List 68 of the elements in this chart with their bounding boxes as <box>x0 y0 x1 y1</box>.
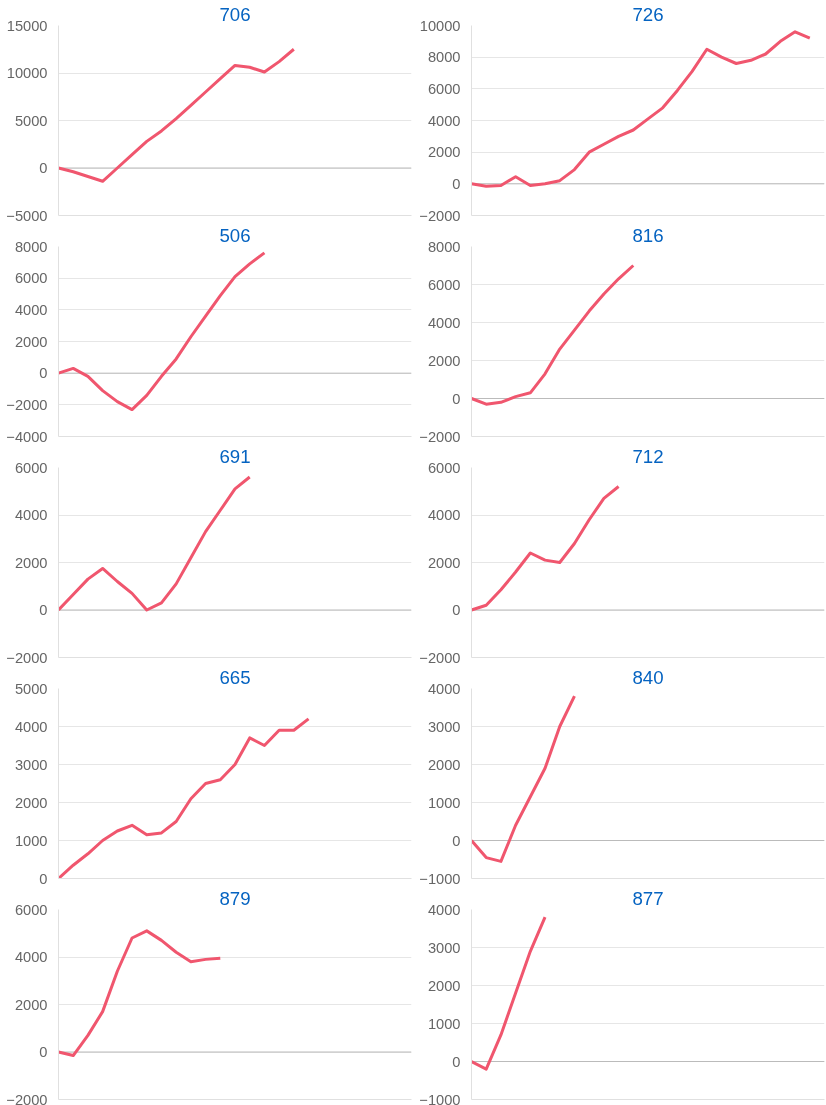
y-tick-label: 3000 <box>14 756 48 773</box>
y-tick-label: −1000 <box>419 870 461 887</box>
y-tick-label: 4000 <box>14 301 48 318</box>
y-tick-label: 3000 <box>427 718 461 735</box>
y-tick-label: 2000 <box>427 352 461 369</box>
y-tick-label: 1000 <box>427 1015 461 1032</box>
chart-title: 691 <box>219 445 251 467</box>
y-tick-label: 0 <box>452 832 461 849</box>
y-tick-label: 15000 <box>6 17 48 34</box>
y-tick-label: 4000 <box>427 901 461 918</box>
y-tick-label: 2000 <box>427 977 461 994</box>
y-tick-label: 0 <box>452 390 461 407</box>
y-tick-label: 4000 <box>14 507 48 523</box>
y-tick-label: −2000 <box>419 428 461 445</box>
y-tick-label: −2000 <box>6 1091 48 1105</box>
chart-title: 816 <box>632 224 664 246</box>
y-tick-label: 5000 <box>14 112 48 129</box>
chart-title: 879 <box>219 887 251 909</box>
y-tick-label: 5000 <box>14 680 48 697</box>
y-tick-label: 0 <box>452 602 461 618</box>
y-tick-label: 4000 <box>427 314 461 331</box>
y-tick-label: 2000 <box>427 144 461 161</box>
y-tick-label: 8000 <box>427 49 461 66</box>
y-tick-label: 1000 <box>14 832 48 849</box>
y-tick-label: 2000 <box>14 794 48 811</box>
y-tick-label: 6000 <box>427 459 461 476</box>
y-tick-label: −4000 <box>6 428 48 445</box>
y-tick-label: 8000 <box>14 238 48 255</box>
y-tick-label: 0 <box>39 870 48 887</box>
y-tick-label: 4000 <box>427 680 461 697</box>
y-tick-label: 4000 <box>427 507 461 523</box>
y-tick-label: 6000 <box>14 901 48 918</box>
y-tick-label: −2000 <box>6 396 48 413</box>
y-tick-label: 0 <box>39 160 48 176</box>
chart-title: 506 <box>219 224 251 246</box>
chart-title: 726 <box>632 3 664 25</box>
y-tick-label: 0 <box>452 1053 461 1070</box>
y-tick-label: 0 <box>452 175 461 192</box>
y-tick-label: 0 <box>39 365 48 382</box>
y-tick-label: 6000 <box>14 270 48 287</box>
chart-title: 706 <box>219 3 251 25</box>
chart-title: 877 <box>632 887 664 909</box>
y-tick-label: −5000 <box>6 207 48 224</box>
y-tick-label: 2000 <box>14 554 48 571</box>
y-tick-label: 10000 <box>6 65 48 81</box>
y-tick-label: 2000 <box>14 996 48 1013</box>
y-tick-label: 6000 <box>427 276 461 293</box>
y-tick-label: 4000 <box>14 718 48 735</box>
y-tick-label: 2000 <box>427 756 461 773</box>
y-tick-label: 3000 <box>427 939 461 956</box>
y-tick-label: 0 <box>39 1044 48 1060</box>
y-tick-label: 1000 <box>427 794 461 811</box>
chart-title: 665 <box>219 666 251 688</box>
y-tick-label: 2000 <box>14 333 48 350</box>
y-tick-label: 4000 <box>14 949 48 965</box>
y-tick-label: 10000 <box>419 17 461 34</box>
y-tick-label: −2000 <box>419 207 461 224</box>
y-tick-label: 0 <box>39 602 48 618</box>
y-tick-label: 8000 <box>427 238 461 255</box>
y-tick-label: 6000 <box>14 459 48 476</box>
y-tick-label: 4000 <box>427 112 461 129</box>
y-tick-label: −2000 <box>6 649 48 666</box>
chart-title: 840 <box>632 666 664 688</box>
y-tick-label: 6000 <box>427 80 461 97</box>
chart-title: 712 <box>632 445 664 467</box>
y-tick-label: −1000 <box>419 1091 461 1105</box>
y-tick-label: 2000 <box>427 554 461 571</box>
y-tick-label: −2000 <box>419 649 461 666</box>
